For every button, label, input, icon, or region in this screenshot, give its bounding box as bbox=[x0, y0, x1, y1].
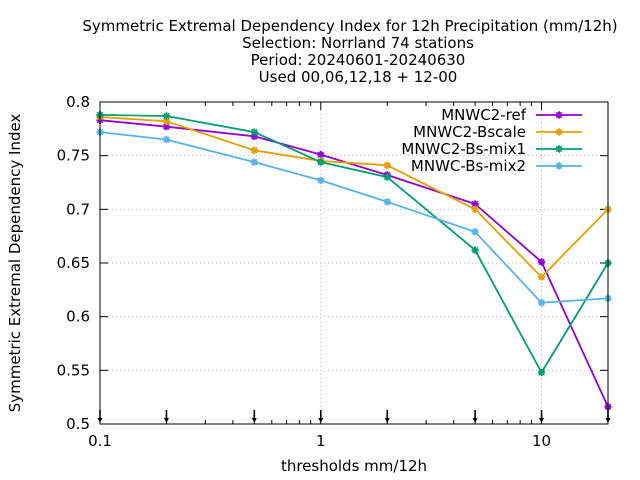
series-line-mnwc2-bs-mix1 bbox=[99, 114, 609, 374]
series-line-mnwc-bs-mix2 bbox=[99, 131, 609, 304]
legend-marker-d2 bbox=[555, 145, 563, 153]
threshold-arrow-head bbox=[472, 418, 478, 423]
plot-frame bbox=[99, 101, 609, 425]
x-tick-label: 0.1 bbox=[88, 432, 112, 450]
series-mnwc2-bs-mix1 bbox=[96, 111, 612, 377]
data-point bbox=[537, 368, 546, 377]
threshold-arrow bbox=[472, 410, 478, 423]
data-point-d2 bbox=[317, 151, 325, 158]
data-point bbox=[250, 158, 258, 166]
legend-marker-d2 bbox=[555, 111, 563, 119]
data-point-d2 bbox=[251, 158, 258, 166]
data-point-d2 bbox=[163, 118, 170, 125]
axes: 0.5 0.55 0.6 0.65 0.7 0.75 0.8 0.1 1 10 bbox=[57, 93, 608, 450]
data-point-d2 bbox=[538, 299, 545, 306]
y-tick-label: 0.6 bbox=[66, 308, 90, 326]
data-point bbox=[250, 128, 258, 136]
chart-title-line-1: Symmetric Extremal Dependency Index for … bbox=[82, 17, 617, 35]
legend-entry-mnwc-bs-mix2: MNWC-Bs-mix2 bbox=[411, 157, 582, 175]
threshold-arrow bbox=[163, 410, 169, 423]
legend-marker bbox=[555, 145, 563, 153]
data-point-d2 bbox=[251, 147, 258, 154]
data-point bbox=[471, 205, 479, 213]
data-point bbox=[537, 273, 546, 281]
y-tick-label: 0.65 bbox=[57, 254, 90, 272]
data-point-d2 bbox=[538, 258, 545, 266]
data-point-d2 bbox=[538, 273, 545, 281]
legend-marker bbox=[555, 111, 563, 119]
data-point-d2 bbox=[471, 200, 479, 208]
legend-marker bbox=[555, 128, 563, 136]
legend-label: MNWC2-Bscale bbox=[413, 123, 526, 141]
y-tick-label: 0.55 bbox=[57, 361, 90, 379]
x-tick-label: 1 bbox=[316, 432, 326, 450]
data-point-d2 bbox=[538, 369, 545, 376]
data-point bbox=[471, 246, 479, 254]
threshold-arrow bbox=[318, 410, 324, 423]
data-point-d2 bbox=[383, 198, 391, 206]
data-point bbox=[537, 299, 546, 307]
data-point-d2 bbox=[163, 123, 170, 130]
data-point-d2 bbox=[317, 177, 325, 184]
threshold-arrow bbox=[539, 410, 545, 423]
legend-entry-mnwc2-bs-mix1: MNWC2-Bs-mix1 bbox=[401, 140, 582, 158]
y-tick-label: 0.75 bbox=[57, 147, 90, 165]
data-point-d2 bbox=[471, 246, 479, 254]
threshold-arrow-head bbox=[251, 418, 257, 423]
data-point bbox=[383, 161, 391, 169]
data-point bbox=[162, 112, 171, 120]
chart-title-block: Symmetric Extremal Dependency Index for … bbox=[82, 17, 617, 86]
data-point bbox=[162, 135, 171, 144]
legend-marker-d2 bbox=[555, 162, 563, 170]
threshold-arrow bbox=[384, 410, 390, 423]
series-mnwc2-ref bbox=[96, 116, 612, 411]
data-point bbox=[317, 150, 325, 159]
threshold-arrow-head bbox=[163, 418, 169, 423]
legend-label: MNWC-Bs-mix2 bbox=[411, 157, 526, 175]
y-tick-label: 0.5 bbox=[66, 415, 90, 433]
data-point-d2 bbox=[383, 173, 391, 181]
data-point bbox=[383, 198, 391, 206]
data-point-d2 bbox=[163, 136, 170, 143]
data-point-d2 bbox=[383, 162, 391, 169]
data-point-d2 bbox=[471, 206, 479, 213]
data-point bbox=[537, 258, 546, 266]
series-line-mnwc2-bscale bbox=[99, 116, 609, 278]
legend-marker-d2 bbox=[555, 128, 563, 136]
data-point-d2 bbox=[251, 128, 258, 136]
threshold-arrow-head bbox=[384, 418, 390, 423]
series-mnwc-bs-mix2 bbox=[96, 128, 612, 307]
grid bbox=[100, 102, 608, 424]
y-tick-label: 0.8 bbox=[66, 93, 90, 111]
data-point-d2 bbox=[317, 158, 325, 166]
x-axis-label: thresholds mm/12h bbox=[281, 457, 427, 475]
data-point bbox=[317, 158, 325, 166]
legend-entry-mnwc2-bscale: MNWC2-Bscale bbox=[413, 123, 582, 141]
data-point bbox=[471, 228, 479, 236]
legend: MNWC2-refMNWC2-BscaleMNWC2-Bs-mix1MNWC-B… bbox=[401, 106, 582, 175]
threshold-arrow-head bbox=[318, 418, 324, 423]
y-tick-label: 0.7 bbox=[66, 200, 90, 218]
data-point-d2 bbox=[471, 228, 479, 236]
plot-area bbox=[96, 111, 612, 411]
data-point bbox=[250, 146, 258, 154]
x-tick-label: 10 bbox=[532, 432, 551, 450]
chart-title-line-3: Period: 20240601-20240630 bbox=[251, 51, 466, 69]
threshold-markers bbox=[97, 410, 611, 423]
threshold-arrow bbox=[251, 410, 257, 423]
threshold-arrow-head bbox=[539, 418, 545, 423]
data-point bbox=[383, 173, 391, 181]
data-point bbox=[317, 176, 325, 184]
y-axis-label: Symmetric Extremal Dependency Index bbox=[6, 114, 24, 413]
legend-label: MNWC2-ref bbox=[441, 106, 526, 124]
legend-marker bbox=[555, 162, 563, 170]
data-point-d2 bbox=[163, 112, 170, 120]
legend-label: MNWC2-Bs-mix1 bbox=[401, 140, 526, 158]
chart-title-line-2: Selection: Norrland 74 stations bbox=[242, 34, 474, 52]
legend-entry-mnwc2-ref: MNWC2-ref bbox=[441, 106, 582, 124]
series-line-mnwc2-ref bbox=[99, 119, 609, 408]
chart-title-line-4: Used 00,06,12,18 + 12-00 bbox=[259, 68, 458, 86]
